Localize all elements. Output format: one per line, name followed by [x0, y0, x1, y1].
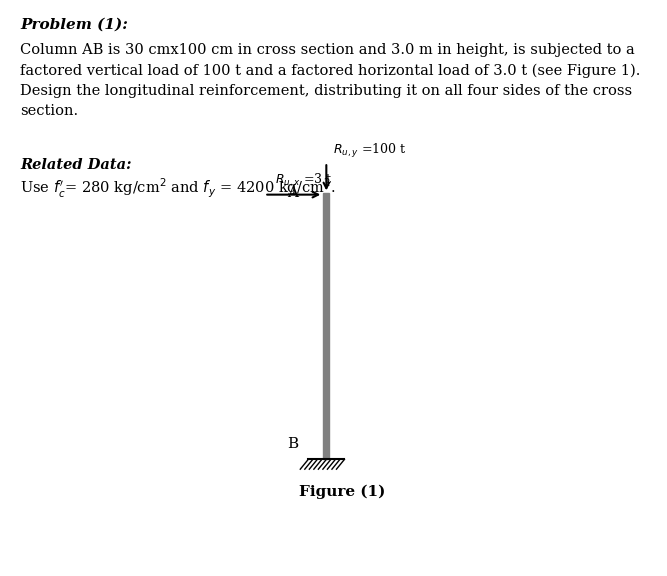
Text: Figure (1): Figure (1): [299, 485, 385, 499]
Text: $R_{u,y}$ =100 t: $R_{u,y}$ =100 t: [333, 142, 406, 160]
Text: B: B: [287, 437, 298, 451]
Text: Use $f_c^{\prime}$= 280 kg/cm$^2$ and $f_y$ = 4200 kg/cm$^2$.: Use $f_c^{\prime}$= 280 kg/cm$^2$ and $f…: [20, 177, 336, 200]
Text: $R_{u,x}$ =3 t: $R_{u,x}$ =3 t: [275, 172, 332, 190]
Text: Related Data:: Related Data:: [20, 158, 131, 172]
Text: Problem (1):: Problem (1):: [20, 17, 128, 31]
Bar: [323, 194, 329, 460]
Text: A: A: [287, 186, 298, 200]
Text: Column AB is 30 cmx100 cm in cross section and 3.0 m in height, is subjected to : Column AB is 30 cmx100 cm in cross secti…: [20, 43, 640, 118]
